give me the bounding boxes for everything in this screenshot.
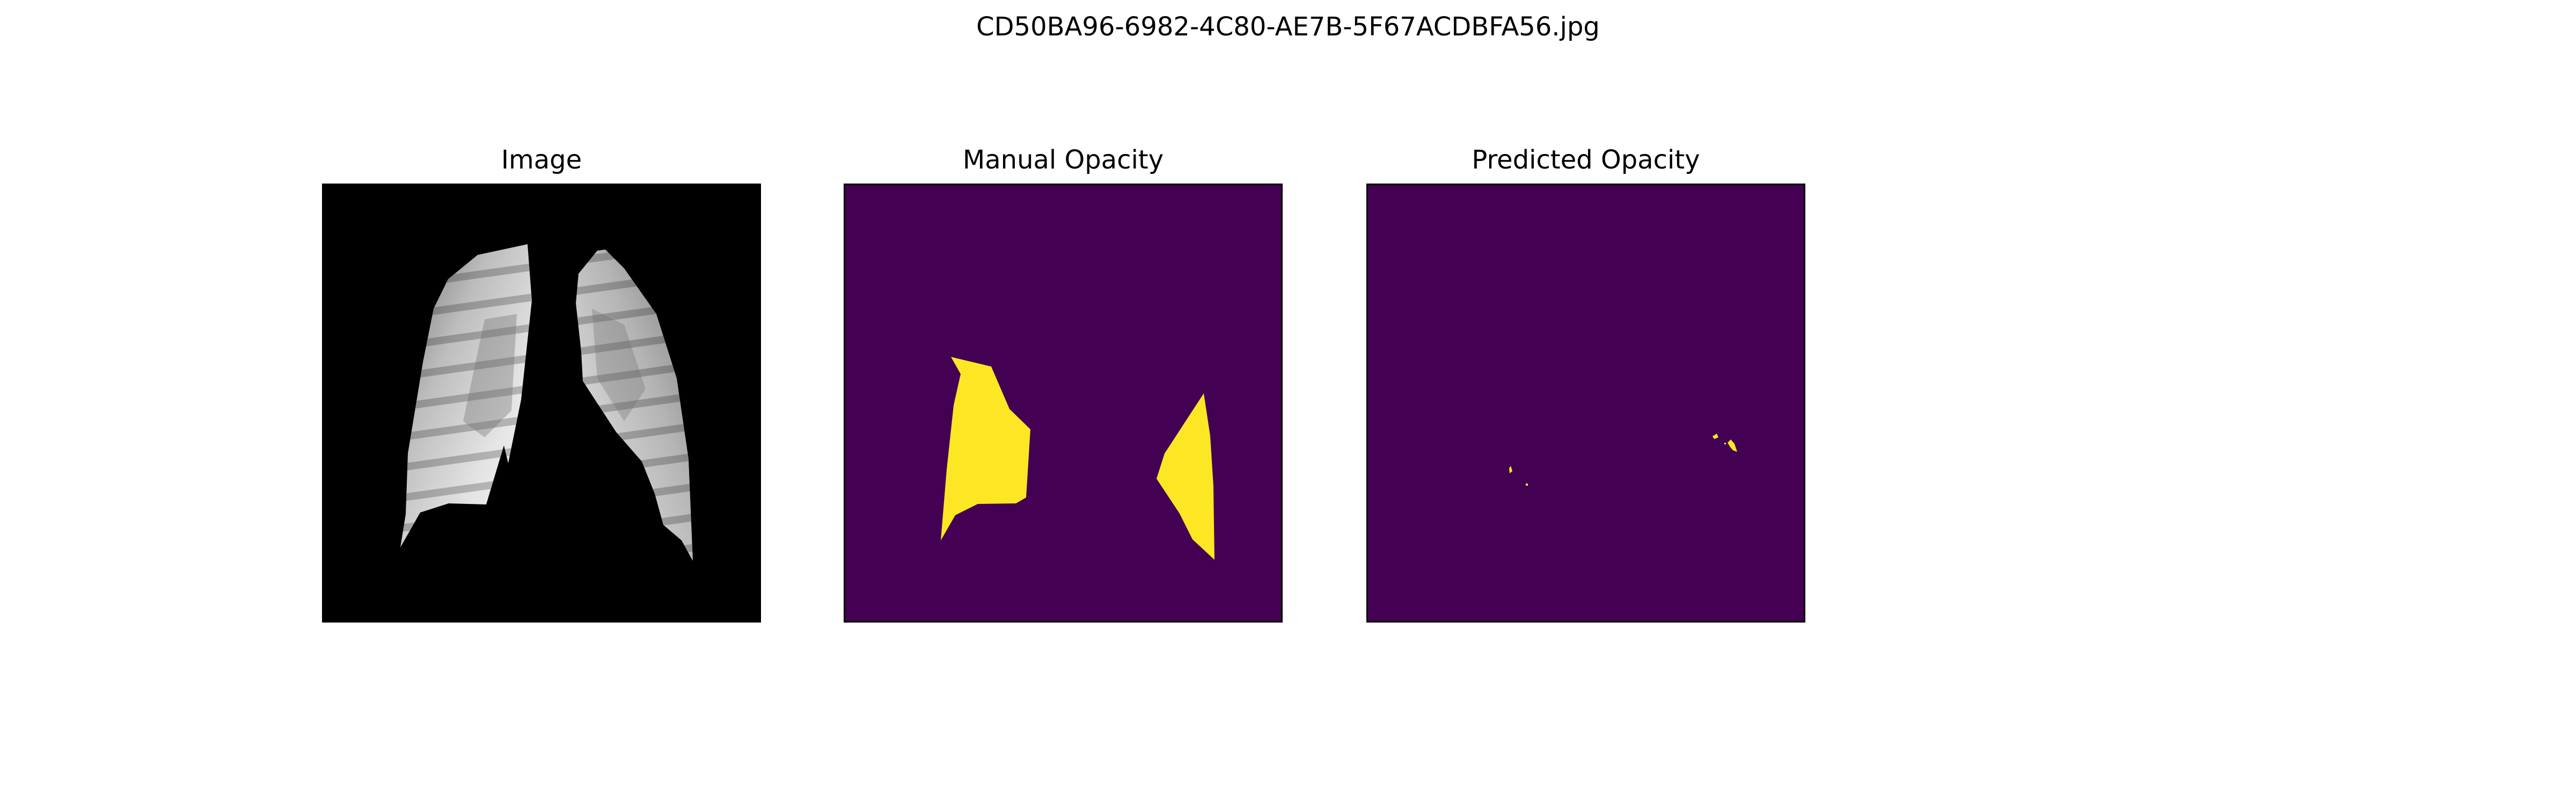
manual-opacity-panel: Manual Opacity [844,145,1283,623]
image-panel-title: Image [501,145,582,175]
manual-opacity-frame [844,184,1283,623]
manual-opacity-region-left [941,357,1030,540]
figure-title: CD50BA96-6982-4C80-AE7B-5F67ACDBFA56.jpg [976,12,1600,42]
image-frame [322,184,761,623]
predicted-opacity-frame [1366,184,1805,623]
predicted-opacity-speck [1713,434,1718,439]
predicted-opacity-speck [1509,466,1512,473]
predicted-opacity-title: Predicted Opacity [1472,145,1700,175]
mask-background [845,185,1281,621]
predicted-opacity-panel: Predicted Opacity [1366,145,1805,623]
predicted-opacity-speck [1728,440,1737,452]
mask-background [1368,185,1804,621]
image-panel: Image [322,145,761,623]
predicted-opacity-mask [1368,185,1804,621]
manual-opacity-mask [845,185,1281,621]
manual-opacity-region-right [1157,393,1214,560]
manual-opacity-title: Manual Opacity [962,145,1164,175]
xray-image [324,185,759,621]
xray-background [324,185,759,621]
predicted-opacity-speck [1724,443,1726,444]
predicted-opacity-speck [1526,484,1528,486]
